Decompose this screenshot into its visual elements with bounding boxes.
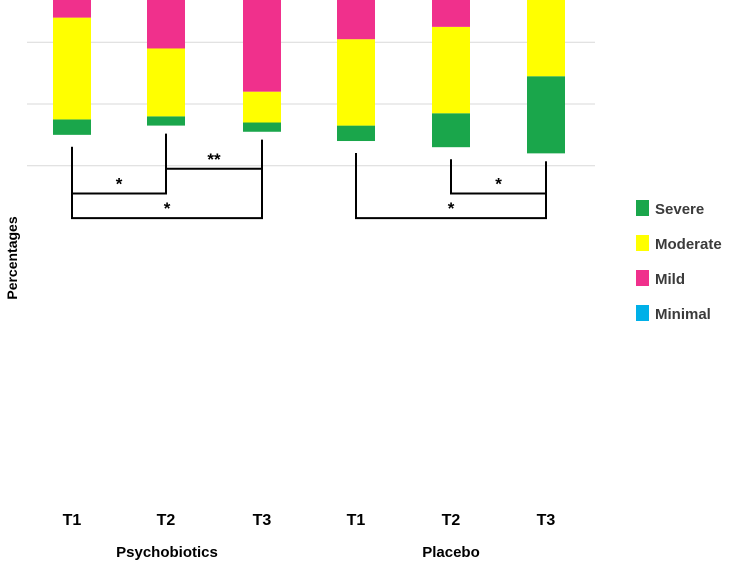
x-tick-4: T1 bbox=[347, 512, 366, 529]
bar-severe-3 bbox=[243, 122, 281, 132]
bar-moderate-4 bbox=[337, 39, 375, 126]
x-tick-6: T3 bbox=[537, 512, 556, 529]
bar-severe-4 bbox=[337, 125, 375, 142]
bar-severe-1 bbox=[53, 119, 91, 135]
bracket-below-4 bbox=[355, 153, 547, 220]
bracket-below-label-1: ** bbox=[207, 150, 221, 169]
group-labels: Psychobiotics Placebo bbox=[116, 544, 480, 561]
bracket-below-label-2: * bbox=[164, 199, 171, 218]
bar-mild-1 bbox=[53, 0, 91, 18]
legend-swatch-severe bbox=[636, 200, 649, 216]
y-axis-label: Percentages bbox=[4, 216, 20, 299]
bar-severe-6 bbox=[527, 76, 565, 154]
bar-mild-5 bbox=[432, 0, 470, 27]
significance-brackets: ********* bbox=[71, 133, 547, 220]
bar-moderate-5 bbox=[432, 26, 470, 114]
legend-swatch-mild bbox=[636, 270, 649, 286]
bar-mild-4 bbox=[337, 0, 375, 40]
bar-moderate-3 bbox=[243, 91, 281, 123]
gridlines bbox=[27, 41, 595, 167]
bar-severe-5 bbox=[432, 113, 470, 148]
bar-moderate-2 bbox=[147, 48, 185, 117]
bracket-below-label-0: * bbox=[116, 174, 123, 193]
bar-moderate-1 bbox=[53, 17, 91, 120]
bracket-below-2 bbox=[71, 139, 263, 220]
legend-swatch-minimal bbox=[636, 305, 649, 321]
legend-label-mild: Mild bbox=[655, 271, 685, 288]
x-tick-5: T2 bbox=[442, 512, 461, 529]
bracket-below-label-4: * bbox=[448, 199, 455, 218]
x-tick-labels: T1 T2 T3 T1 T2 T3 bbox=[63, 512, 556, 529]
x-tick-1: T1 bbox=[63, 512, 82, 529]
x-tick-2: T2 bbox=[157, 512, 176, 529]
legend-label-moderate: Moderate bbox=[655, 236, 722, 253]
legend-label-severe: Severe bbox=[655, 201, 704, 218]
bars bbox=[53, 0, 565, 154]
bar-mild-2 bbox=[147, 0, 185, 49]
group-label-2: Placebo bbox=[422, 544, 480, 561]
bar-moderate-6 bbox=[527, 0, 565, 77]
legend: Severe Moderate Mild Minimal bbox=[636, 200, 722, 323]
bracket-below-label-3: * bbox=[495, 174, 502, 193]
legend-swatch-moderate bbox=[636, 235, 649, 251]
legend-label-minimal: Minimal bbox=[655, 306, 711, 323]
bar-severe-2 bbox=[147, 116, 185, 126]
group-label-1: Psychobiotics bbox=[116, 544, 218, 561]
bar-mild-3 bbox=[243, 0, 281, 92]
x-tick-3: T3 bbox=[253, 512, 272, 529]
